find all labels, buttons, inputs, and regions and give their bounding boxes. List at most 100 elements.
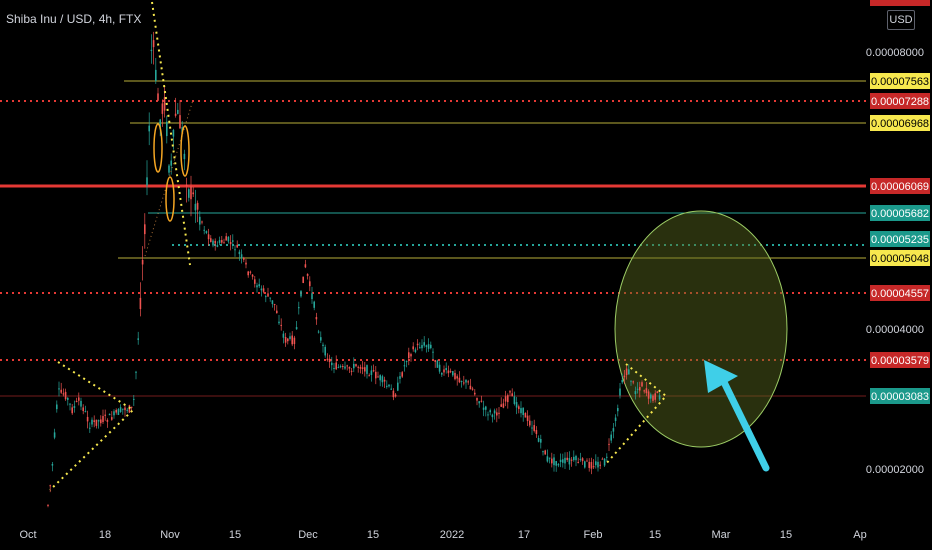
level-badge: 0.00007563 [870, 73, 930, 89]
candle-body [212, 240, 214, 246]
candle-body [53, 432, 56, 438]
candle-body [291, 335, 293, 345]
candle-body [141, 259, 144, 265]
symbol-title[interactable]: Shiba Inu / USD, 4h, FTX [6, 12, 142, 26]
candle-body [559, 459, 562, 463]
candle-body [324, 346, 326, 356]
candle-body [284, 337, 287, 343]
candle-body [75, 400, 78, 402]
candle-body [188, 189, 190, 198]
candle-body [496, 412, 498, 416]
candle-body [650, 394, 652, 399]
time-tick-label: 2022 [440, 529, 464, 541]
candle-body [377, 376, 379, 378]
time-tick-label: 15 [229, 529, 241, 541]
candle-body [436, 360, 439, 368]
candle-body [80, 400, 82, 407]
marker-ellipse-3[interactable] [180, 125, 190, 177]
candle-body [449, 371, 452, 373]
candle-body [201, 221, 203, 223]
candle-body [553, 457, 555, 466]
candle-body [570, 459, 573, 461]
price-axis[interactable]: 0.00008000 0.00004000 0.00002000 0.00007… [866, 0, 930, 476]
candle-body [438, 364, 441, 372]
candle-body [163, 97, 166, 111]
candle-body [568, 458, 571, 465]
candle-body [366, 365, 368, 374]
candle-body [135, 371, 137, 373]
cyan-arrow[interactable] [704, 360, 770, 472]
candle-body [535, 430, 538, 434]
candle-body [249, 271, 252, 273]
candle-body [223, 242, 225, 244]
candle-body [97, 420, 100, 422]
candle-body [460, 380, 463, 382]
time-axis[interactable]: Oct 18 Nov 15 Dec 15 2022 17 Feb 15 Mar … [19, 529, 866, 541]
candle-body [608, 443, 610, 445]
candle-body [504, 396, 507, 402]
level-badge: 0.00007288 [870, 93, 930, 109]
candle-body [280, 324, 282, 326]
candle-body [394, 394, 397, 397]
candle-body [533, 425, 535, 431]
candle-body [443, 369, 445, 373]
level-badge: 0.00006069 [870, 178, 930, 194]
candle-body [375, 371, 377, 379]
candle-body [337, 366, 340, 368]
candle-body [581, 458, 584, 462]
candle-body [401, 372, 403, 377]
candle-body [113, 411, 115, 416]
candle-body [238, 251, 241, 255]
candle-body [306, 273, 309, 276]
level-badge: 0.00005682 [870, 205, 930, 221]
candle-body [575, 455, 577, 461]
time-tick-label: 15 [367, 529, 379, 541]
candle-body [619, 388, 621, 396]
candle-body [548, 457, 551, 459]
candle-body [405, 361, 408, 363]
candle-body [555, 461, 557, 466]
candle-body [441, 372, 443, 375]
candle-body [361, 367, 364, 369]
candle-body [562, 459, 564, 463]
candle-body [289, 336, 291, 339]
candle-body [124, 407, 126, 411]
candle-body [368, 375, 370, 377]
candle-body [465, 379, 467, 383]
candle-body [518, 406, 520, 410]
candle-body [108, 413, 111, 416]
candle-body [383, 379, 386, 382]
candle-body [254, 279, 256, 284]
candle-body [623, 375, 626, 378]
candle-body [606, 456, 608, 458]
candle-body [56, 404, 58, 410]
candle-body [89, 427, 91, 429]
oct-triangle[interactable] [49, 361, 135, 491]
candle-body [454, 372, 456, 380]
candle-body [309, 281, 311, 287]
candle-body [421, 345, 423, 349]
candle-body [364, 367, 366, 372]
candle-body [117, 409, 120, 416]
peak-trendline[interactable] [151, 1, 191, 266]
currency-button[interactable]: USD [887, 10, 915, 30]
candle-body [278, 321, 280, 324]
marker-ellipse-2[interactable] [165, 176, 175, 222]
marker-ellipse-1[interactable] [153, 123, 163, 173]
candle-body [617, 408, 619, 412]
candle-body [392, 390, 395, 398]
candle-body [416, 343, 419, 346]
candle-body [148, 125, 150, 132]
candle-body [218, 240, 221, 243]
candle-body [298, 307, 300, 309]
candle-body [179, 115, 181, 129]
candle-body [128, 405, 131, 413]
target-circle[interactable] [614, 210, 788, 448]
candle-body [73, 406, 76, 408]
candle-body [537, 437, 540, 442]
candle-body [540, 438, 542, 443]
candle-body [524, 412, 527, 418]
candle-body [542, 451, 544, 453]
candle-body [447, 370, 450, 374]
